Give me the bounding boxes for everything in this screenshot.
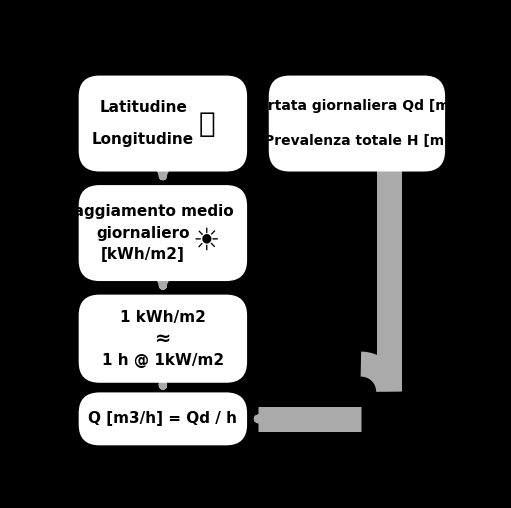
Text: ≈: ≈ <box>155 329 171 348</box>
Text: Longitudine: Longitudine <box>92 132 194 147</box>
Text: ☀️: ☀️ <box>193 227 220 256</box>
Text: Prevalenza totale H [m]: Prevalenza totale H [m] <box>264 134 450 148</box>
Text: 1 kWh/m2: 1 kWh/m2 <box>120 310 206 325</box>
Text: giornaliero: giornaliero <box>97 226 190 241</box>
FancyBboxPatch shape <box>80 296 246 382</box>
Text: Irraggiamento medio: Irraggiamento medio <box>53 204 234 219</box>
Text: Latitudine: Latitudine <box>99 101 187 115</box>
FancyBboxPatch shape <box>80 393 246 444</box>
FancyBboxPatch shape <box>270 77 444 171</box>
FancyBboxPatch shape <box>80 186 246 280</box>
FancyBboxPatch shape <box>80 77 246 171</box>
Text: Q [m3/h] = Qd / h: Q [m3/h] = Qd / h <box>88 411 238 426</box>
Text: Portata giornaliera Qd [m3]: Portata giornaliera Qd [m3] <box>248 99 466 113</box>
Text: 1 h @ 1kW/m2: 1 h @ 1kW/m2 <box>102 353 224 368</box>
Text: [kWh/m2]: [kWh/m2] <box>101 247 185 262</box>
Text: 🌐: 🌐 <box>198 110 215 138</box>
